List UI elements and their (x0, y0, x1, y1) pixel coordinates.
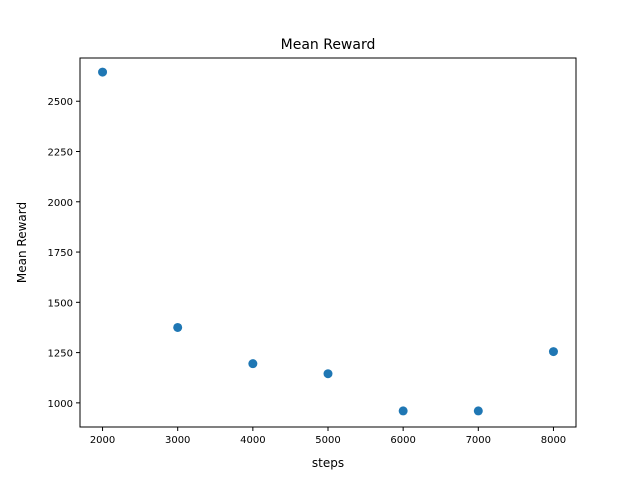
x-tick-label: 2000 (90, 435, 115, 446)
y-tick-label: 1000 (48, 399, 73, 410)
x-axis-label: steps (312, 456, 344, 470)
x-tick-label: 8000 (541, 435, 566, 446)
x-tick-label: 3000 (165, 435, 190, 446)
y-axis-label: Mean Reward (15, 202, 29, 283)
scatter-point (323, 369, 333, 379)
scatter-point (173, 322, 183, 332)
scatter-point (473, 406, 483, 416)
y-tick-label: 1250 (48, 349, 73, 360)
x-tick-label: 7000 (466, 435, 491, 446)
scatter-point (98, 67, 108, 77)
scatter-point (248, 359, 258, 369)
ticks-layer: 2000 3000 4000 5000 6000 7000 8000 1000 1250 1500… (48, 97, 567, 446)
scatter-point (548, 347, 558, 357)
axes-frame (79, 57, 577, 428)
y-tick-label: 2500 (48, 97, 73, 108)
scatter-point (398, 406, 408, 416)
y-tick-label: 2250 (48, 148, 73, 159)
x-tick-label: 4000 (240, 435, 265, 446)
y-tick-label: 2000 (48, 198, 73, 209)
x-tick-label: 6000 (390, 435, 415, 446)
points-layer (98, 67, 558, 416)
chart-title: Mean Reward (281, 37, 376, 53)
x-tick-label: 5000 (315, 435, 340, 446)
y-tick-label: 1500 (48, 298, 73, 309)
y-tick-label: 1750 (48, 248, 73, 259)
